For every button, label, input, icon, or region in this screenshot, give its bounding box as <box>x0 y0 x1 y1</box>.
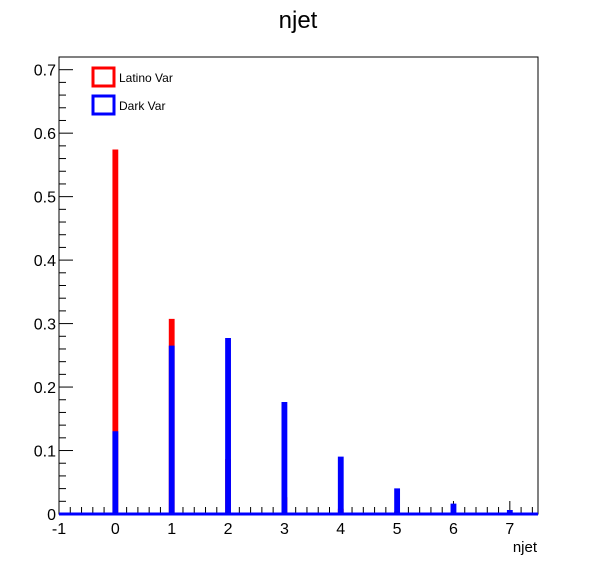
x-tick-label: 3 <box>280 521 289 538</box>
x-tick-label: 6 <box>449 521 458 538</box>
series-dark-var <box>59 337 538 516</box>
y-axis-tick-labels: 0 0.1 0.2 0.3 0.4 0.5 0.6 0.7 <box>34 63 56 524</box>
y-tick-label: 0.5 <box>34 190 56 207</box>
legend-swatch <box>91 94 116 116</box>
x-tick-label: 1 <box>167 521 176 538</box>
histogram-line <box>59 337 538 516</box>
x-tick-label: -1 <box>52 521 66 538</box>
y-tick-label: 0.6 <box>34 126 56 143</box>
plot-frame <box>58 56 539 515</box>
x-tick-label: 4 <box>336 521 345 538</box>
x-tick-label: 2 <box>224 521 233 538</box>
series-latino-var <box>59 149 538 516</box>
y-tick-label: 0.7 <box>34 63 56 80</box>
x-tick-label: 0 <box>111 521 120 538</box>
histogram-series <box>59 149 538 516</box>
x-tick-label: 7 <box>505 521 514 538</box>
x-axis-title: njet <box>513 539 538 556</box>
histogram-line <box>59 149 538 516</box>
legend-label: Latino Var <box>119 71 173 85</box>
x-tick-label: 5 <box>393 521 402 538</box>
y-tick-label: 0.1 <box>34 444 56 461</box>
chart-title: njet <box>279 7 318 34</box>
y-tick-label: 0.4 <box>34 253 56 270</box>
legend: Latino Var Dark Var <box>91 66 173 116</box>
y-tick-label: 0 <box>47 507 56 524</box>
y-tick-label: 0.2 <box>34 380 56 397</box>
x-axis-tick-labels: -1 0 1 2 3 4 5 6 7 <box>52 521 514 538</box>
legend-swatch <box>91 66 116 88</box>
y-tick-label: 0.3 <box>34 317 56 334</box>
axis-ticks <box>58 56 533 515</box>
legend-label: Dark Var <box>119 99 165 113</box>
